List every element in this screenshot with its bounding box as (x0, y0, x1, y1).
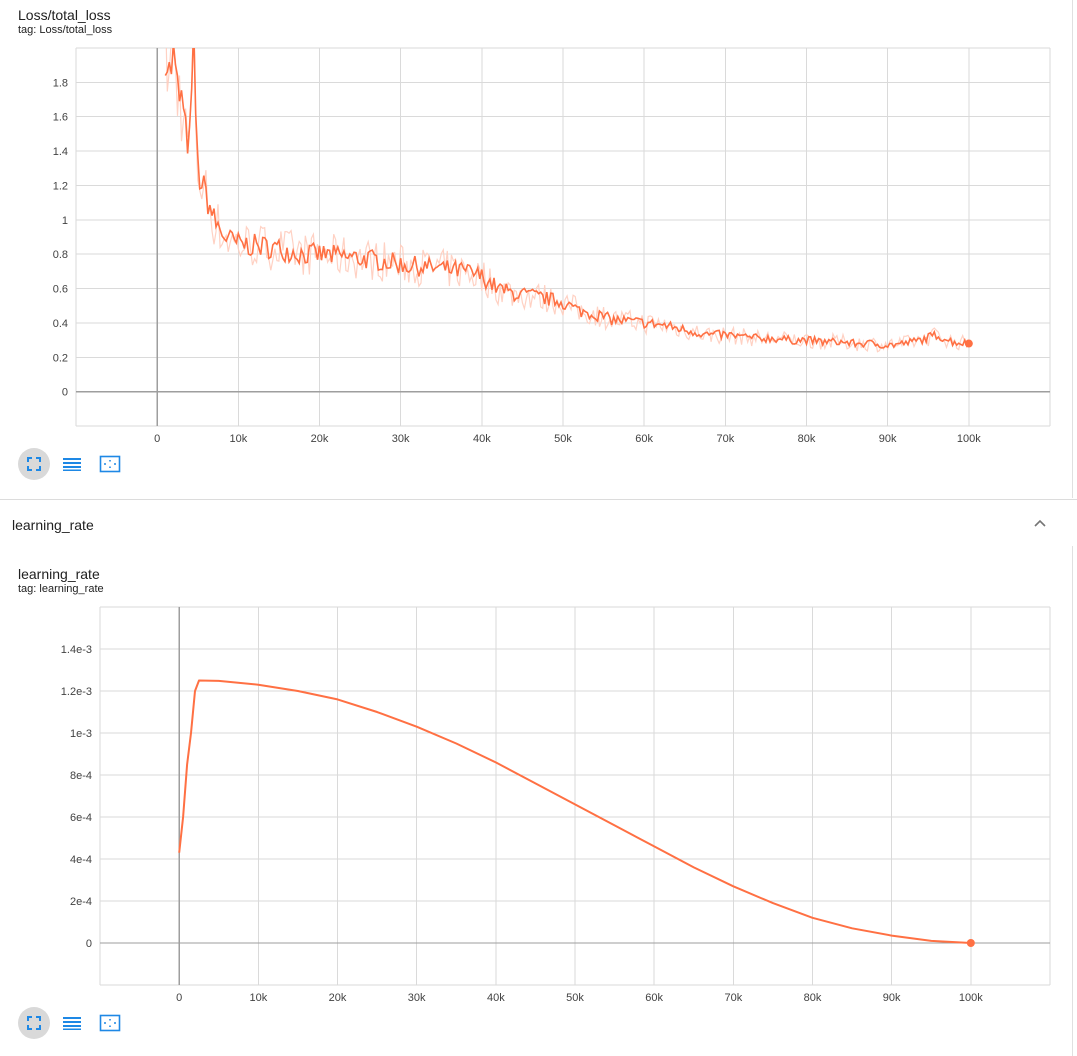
lr-x-tick-label: 80k (804, 992, 822, 1004)
chevron-up-icon[interactable] (1032, 515, 1048, 531)
lr-y-tick-label: 0 (86, 938, 92, 950)
loss-x-tick-label: 20k (311, 433, 329, 445)
fullscreen-icon (27, 1016, 41, 1030)
section-divider (0, 499, 1077, 500)
loss-x-tick-label: 50k (554, 433, 572, 445)
loss-last-point-marker (964, 339, 973, 348)
group-header-learning-rate[interactable]: learning_rate (0, 501, 1072, 547)
lr-y-tick-label: 2e-4 (70, 896, 92, 908)
loss-x-tick-label: 80k (798, 433, 816, 445)
lr-x-tick-label: 90k (883, 992, 901, 1004)
lr-x-tick-label: 100k (959, 992, 983, 1004)
loss-y-tick-label: 1.6 (53, 112, 68, 124)
learning-rate-chart-plot[interactable]: 0 2e-4 4e-4 6e-4 8e-4 1e-3 1.2e-3 1.4e-3 0 10k 20k… (0, 0, 1072, 1010)
lr-x-tick-label: 40k (487, 992, 505, 1004)
lr-series-group (178, 679, 971, 944)
fullscreen-icon (27, 457, 41, 471)
loss-y-tick-label: 1.4 (53, 146, 68, 158)
loss-x-tick-label: 90k (879, 433, 897, 445)
lr-x-tick-label: 60k (645, 992, 663, 1004)
loss-x-tick-label: 30k (392, 433, 410, 445)
loss-series-group (164, 48, 970, 353)
learning-rate-chart-title: learning_rate (18, 566, 100, 582)
loss-x-tick-label: 10k (229, 433, 247, 445)
loss-chart-toolbar (18, 448, 126, 480)
learning-rate-chart-tag: tag: learning_rate (18, 583, 104, 595)
list-icon (63, 458, 81, 471)
lr-series-line (178, 679, 971, 944)
group-title: learning_rate (12, 517, 94, 533)
lr-x-tick-label: 70k (724, 992, 742, 1004)
loss-y-tick-label: 0.6 (53, 284, 68, 296)
fit-domain-button[interactable] (94, 1007, 126, 1039)
lr-x-tick-label: 10k (249, 992, 267, 1004)
lr-x-tick-label: 30k (408, 992, 426, 1004)
loss-y-tick-label: 1.8 (53, 77, 68, 89)
loss-chart-title: Loss/total_loss (18, 7, 111, 23)
list-icon (63, 1017, 81, 1030)
loss-x-tick-label: 60k (635, 433, 653, 445)
loss-y-tick-label: 0.2 (53, 352, 68, 364)
lr-y-tick-label: 6e-4 (70, 812, 92, 824)
loss-smoothed-series-line (164, 48, 970, 349)
loss-y-tick-label: 0 (62, 387, 68, 399)
loss-chart-plot[interactable]: 0 0.2 0.4 0.6 0.8 1 1.2 1.4 1.6 1.8 0 10k 20k 30k 40k 5… (0, 0, 1072, 450)
loss-x-tick-label: 40k (473, 433, 491, 445)
learning-rate-chart-toolbar (18, 1007, 126, 1039)
loss-x-tick-label: 70k (716, 433, 734, 445)
lr-y-tick-label: 1e-3 (70, 728, 92, 740)
fullscreen-button[interactable] (18, 448, 50, 480)
lr-y-tick-label: 1.4e-3 (61, 644, 92, 656)
fit-domain-icon (99, 455, 121, 473)
loss-x-tick-label: 100k (957, 433, 981, 445)
loss-y-tick-label: 1.2 (53, 180, 68, 192)
fullscreen-button[interactable] (18, 1007, 50, 1039)
toggle-log-scale-button[interactable] (56, 448, 88, 480)
loss-y-tick-label: 0.4 (53, 318, 68, 330)
loss-y-tick-label: 1 (62, 215, 68, 227)
lr-last-point-marker (966, 939, 975, 947)
loss-x-tick-label: 0 (154, 433, 160, 445)
fit-domain-icon (99, 1014, 121, 1032)
loss-raw-series-line (165, 48, 968, 353)
lr-y-tick-label: 1.2e-3 (61, 686, 92, 698)
lr-x-tick-label: 50k (566, 992, 584, 1004)
lr-y-tick-label: 4e-4 (70, 854, 92, 866)
toggle-log-scale-button[interactable] (56, 1007, 88, 1039)
lr-y-tick-label: 8e-4 (70, 770, 92, 782)
lr-x-tick-label: 0 (176, 992, 182, 1004)
fit-domain-button[interactable] (94, 448, 126, 480)
lr-x-tick-label: 20k (329, 992, 347, 1004)
loss-chart-tag: tag: Loss/total_loss (18, 24, 113, 36)
loss-y-tick-label: 0.8 (53, 249, 68, 261)
